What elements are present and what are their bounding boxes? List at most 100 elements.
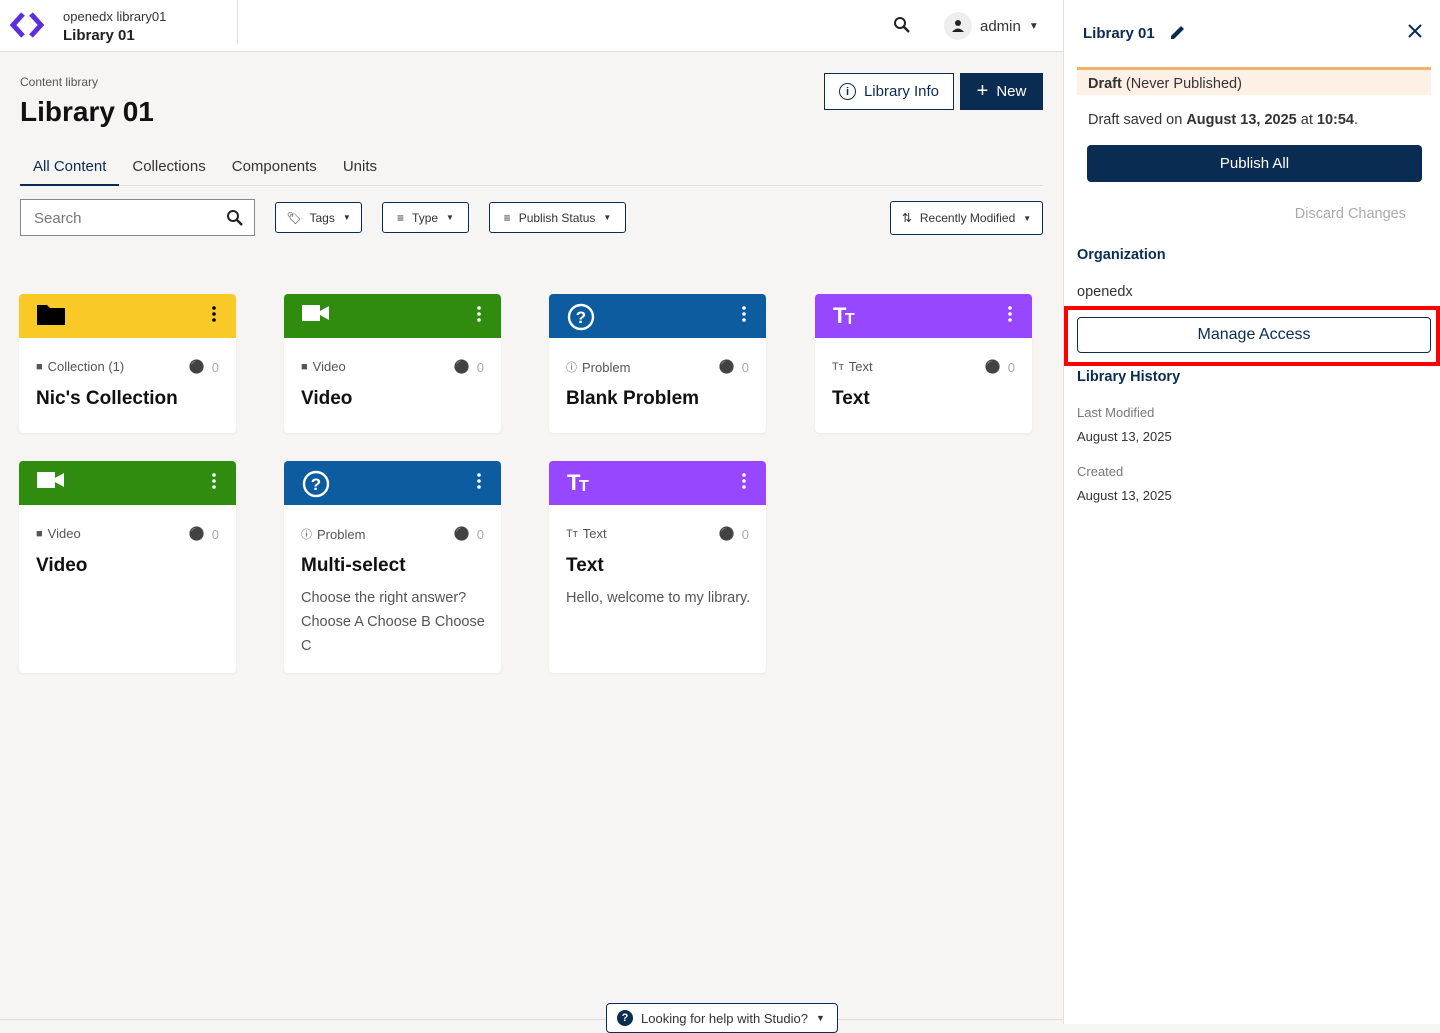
close-icon[interactable] [1407, 23, 1423, 39]
content-card[interactable]: ? ⓘ Problem ⚫ 0 Multi-select Choose the ri… [284, 461, 501, 673]
tags-filter[interactable]: 🏷 Tags ▼ [275, 202, 362, 233]
draft-status-banner: Draft (Never Published) [1077, 67, 1431, 95]
created-value: August 13, 2025 [1077, 488, 1172, 503]
help-icon: ? [617, 1010, 633, 1026]
more-options-icon[interactable] [212, 306, 216, 322]
new-button[interactable]: + New [960, 73, 1043, 110]
person-icon [952, 20, 964, 32]
svg-text:T: T [579, 478, 589, 494]
pencil-icon[interactable] [1169, 23, 1187, 41]
video-type-icon: ■ [301, 360, 308, 373]
problem-icon: ? [567, 303, 595, 336]
caret-down-icon: ▼ [603, 213, 612, 222]
tag-count-value: 0 [476, 359, 484, 375]
more-options-icon[interactable] [477, 306, 481, 322]
last-modified-value: August 13, 2025 [1077, 429, 1172, 444]
publish-all-button[interactable]: Publish All [1087, 145, 1422, 182]
text-type-icon: Tᴛ [566, 527, 578, 540]
card-title: Multi-select [301, 555, 406, 576]
problem-type-icon: ⓘ [301, 529, 312, 541]
card-type: ■ Collection (1) [36, 359, 124, 374]
problem-icon: ? [302, 470, 330, 503]
sort-label: Recently Modified [919, 211, 1016, 225]
card-type-label: Problem [582, 359, 631, 375]
library-info-button[interactable]: i Library Info [824, 73, 954, 110]
card-title: Video [301, 388, 353, 409]
org-library-id: openedx library01 [63, 9, 167, 24]
saved-date: August 13, 2025 [1186, 112, 1297, 128]
card-type-label: Video [312, 359, 346, 374]
more-options-icon[interactable] [212, 473, 216, 489]
search-input[interactable]: Search [20, 199, 255, 236]
tag-icon: ⚫ [718, 526, 735, 541]
svg-text:T: T [833, 303, 847, 327]
video-icon [37, 470, 65, 495]
tag-count: ⚫ 0 [189, 359, 219, 375]
caret-down-icon: ▼ [342, 213, 351, 222]
more-options-icon[interactable] [742, 473, 746, 489]
type-filter[interactable]: ≡ Type ▼ [382, 202, 469, 233]
help-button[interactable]: ? Looking for help with Studio? ▼ [606, 1003, 838, 1033]
library-info-label: Library Info [863, 83, 940, 100]
video-type-icon: ■ [36, 527, 43, 540]
caret-down-icon: ▼ [446, 213, 454, 222]
discard-changes-button[interactable]: Discard Changes [1294, 206, 1406, 222]
collection-icon [37, 303, 65, 330]
content-tabs: All Content Collections Components Units [20, 150, 1043, 186]
info-icon: i [838, 83, 856, 100]
card-title: Nic's Collection [36, 388, 178, 409]
publish-status-filter[interactable]: ≡ Publish Status ▼ [489, 202, 626, 233]
saved-end: . [1354, 112, 1359, 128]
content-card[interactable]: ■ Video ⚫ 0 Video [284, 294, 501, 433]
breadcrumb[interactable]: Content library [20, 75, 99, 89]
library-brand[interactable]: openedx library01 Library 01 [63, 0, 238, 44]
more-options-icon[interactable] [1008, 306, 1012, 322]
sidebar-title: Library 01 [1083, 25, 1155, 42]
tags-label: Tags [309, 210, 335, 225]
filter-icon: ≡ [503, 210, 511, 225]
content-card[interactable]: ? ⓘ Problem ⚫ 0 Blank Problem [549, 294, 766, 433]
manage-access-button[interactable]: Manage Access [1077, 317, 1431, 353]
tag-icon: ⚫ [984, 359, 1001, 374]
more-options-icon[interactable] [477, 473, 481, 489]
card-title: Video [36, 555, 88, 576]
tag-count: ⚫ 0 [985, 359, 1015, 375]
library-history-heading: Library History [1077, 369, 1181, 385]
svg-text:?: ? [311, 475, 321, 494]
tab-units[interactable]: Units [342, 158, 377, 175]
tab-collections[interactable]: Collections [132, 158, 206, 175]
user-menu[interactable]: admin ▼ [944, 12, 1039, 40]
collection-type-icon: ■ [36, 360, 43, 373]
search-icon[interactable] [893, 16, 911, 34]
card-type: ⓘ Problem [301, 526, 365, 542]
last-modified-label: Last Modified [1077, 405, 1155, 420]
card-type-label: Text [582, 526, 607, 541]
card-header [19, 294, 236, 338]
tab-components[interactable]: Components [231, 158, 317, 175]
card-type: ■ Video [301, 359, 346, 374]
tag-count-value: 0 [741, 359, 749, 375]
card-header [19, 461, 236, 505]
svg-text:T: T [567, 470, 581, 494]
sort-dropdown[interactable]: ⇅ Recently Modified ▼ [890, 201, 1043, 235]
saved-prefix: Draft saved on [1088, 112, 1187, 128]
content-card[interactable]: ■ Video ⚫ 0 Video [19, 461, 236, 673]
library-name: Library 01 [63, 27, 135, 44]
chevron-down-icon: ▼ [815, 1013, 825, 1023]
tag-count-value: 0 [741, 526, 749, 542]
card-title: Text [832, 388, 870, 409]
logo-icon[interactable] [10, 10, 44, 40]
content-card[interactable]: ■ Collection (1) ⚫ 0 Nic's Collection [19, 294, 236, 433]
card-type: Tᴛ Text [566, 526, 607, 541]
tag-count: ⚫ 0 [719, 526, 749, 542]
search-icon[interactable] [226, 209, 244, 227]
search-placeholder: Search [34, 210, 82, 227]
card-title: Blank Problem [566, 388, 700, 409]
more-options-icon[interactable] [742, 306, 746, 322]
tab-all-content[interactable]: All Content [20, 150, 120, 186]
